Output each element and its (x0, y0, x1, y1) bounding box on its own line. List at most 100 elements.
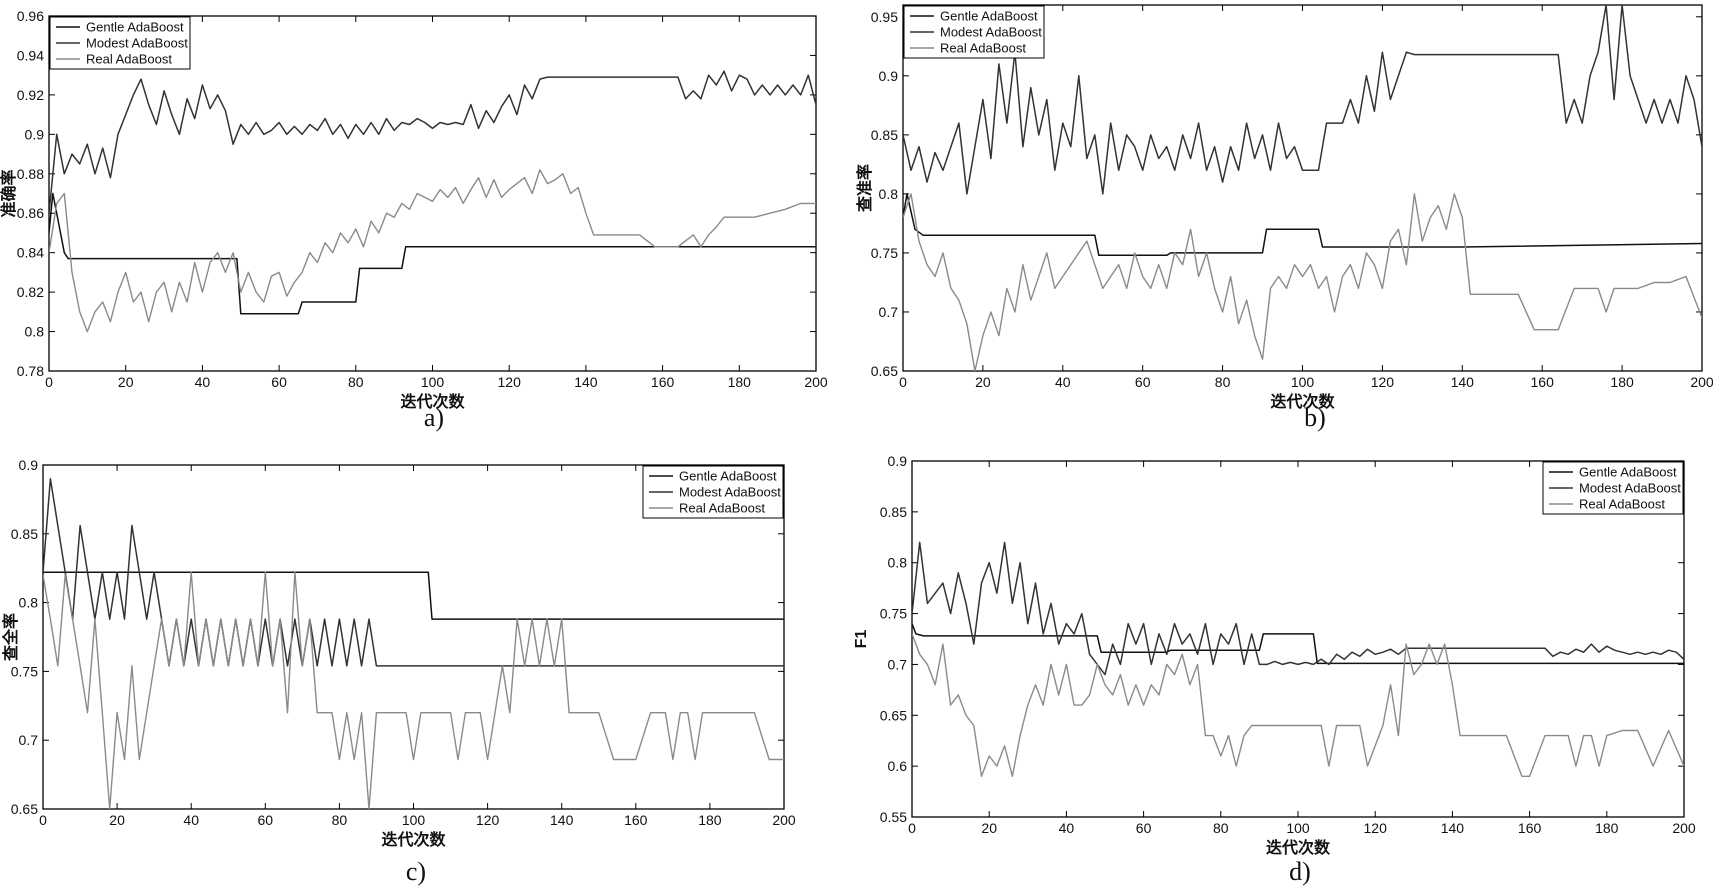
x-tick-label: 0 (45, 374, 53, 390)
legend-entry: Gentle AdaBoost (679, 469, 777, 484)
x-tick-label: 40 (195, 374, 211, 390)
x-tick-label: 160 (1531, 374, 1555, 390)
series-line-real (903, 193, 1702, 371)
y-axis-label: 准确率 (0, 169, 18, 217)
x-tick-label: 60 (1136, 820, 1152, 836)
y-tick-label: 0.65 (871, 363, 898, 379)
x-tick-label: 180 (1595, 820, 1619, 836)
x-axis-label: 迭代次数 (1266, 838, 1331, 857)
y-tick-label: 0.8 (19, 595, 39, 611)
y-tick-label: 0.78 (17, 363, 44, 379)
series-line-real (49, 169, 816, 333)
x-tick-label: 80 (1215, 374, 1231, 390)
series-line-modest (49, 70, 816, 214)
x-tick-label: 120 (1364, 820, 1388, 836)
y-tick-label: 0.65 (11, 801, 38, 817)
y-tick-label: 0.84 (17, 245, 44, 261)
series-line-gentle (912, 623, 1684, 665)
x-tick-label: 80 (1213, 820, 1229, 836)
panel-caption: a) (424, 403, 444, 432)
legend-entry: Real AdaBoost (86, 52, 172, 67)
legend-entry: Modest AdaBoost (679, 485, 781, 500)
x-tick-label: 140 (574, 374, 598, 390)
x-tick-label: 20 (975, 374, 991, 390)
y-tick-label: 0.92 (17, 87, 44, 103)
chart-b: 0 20 40 60 80 100 120 140 160 180 200 0.65 0.7 0.75 0.… (855, 4, 1713, 432)
y-tick-label: 0.94 (17, 47, 44, 63)
x-axis-label: 迭代次数 (381, 830, 446, 849)
legend-entry: Modest AdaBoost (940, 25, 1042, 40)
y-tick-label: 0.96 (17, 8, 44, 24)
x-tick-label: 100 (402, 812, 426, 828)
legend-entry: Real AdaBoost (1579, 497, 1665, 512)
series-line-modest (912, 541, 1684, 676)
y-axis-label: 查准率 (855, 164, 874, 212)
y-tick-label: 0.85 (880, 504, 907, 520)
legend-entry: Modest AdaBoost (1579, 481, 1681, 496)
chart-a: 0 20 40 60 80 100 120 140 160 180 200 0.78 0.8 0.82 0.… (0, 8, 828, 432)
legend-box (642, 465, 784, 519)
x-tick-label: 100 (1286, 820, 1310, 836)
x-tick-label: 0 (899, 374, 907, 390)
y-axis-label: F1 (853, 630, 870, 649)
x-tick-label: 120 (476, 812, 500, 828)
x-tick-label: 200 (1690, 374, 1713, 390)
chart-c: 0 20 40 60 80 100 120 140 160 180 200 0.65 0.7 0.75 0.… (1, 457, 796, 886)
y-tick-label: 0.6 (888, 758, 908, 774)
series-line-modest (903, 5, 1702, 195)
x-tick-label: 20 (118, 374, 134, 390)
y-tick-label: 0.85 (871, 127, 898, 143)
legend-entry: Gentle AdaBoost (1579, 465, 1677, 480)
x-tick-label: 160 (651, 374, 675, 390)
panel-caption: c) (406, 857, 426, 886)
x-tick-label: 40 (183, 812, 199, 828)
x-tick-label: 140 (550, 812, 574, 828)
x-tick-label: 0 (908, 820, 916, 836)
y-tick-label: 0.85 (11, 526, 38, 542)
y-tick-label: 0.9 (25, 126, 45, 142)
x-axis-label: 迭代次数 (1270, 392, 1335, 411)
x-tick-label: 200 (804, 374, 828, 390)
x-tick-label: 200 (772, 812, 796, 828)
y-tick-label: 0.8 (25, 324, 45, 340)
y-tick-label: 0.8 (879, 186, 899, 202)
x-tick-label: 180 (1610, 374, 1634, 390)
x-tick-label: 200 (1672, 820, 1696, 836)
x-tick-label: 80 (348, 374, 364, 390)
x-tick-label: 100 (421, 374, 445, 390)
y-tick-label: 0.7 (888, 656, 908, 672)
y-tick-label: 0.88 (17, 166, 44, 182)
x-tick-label: 60 (1135, 374, 1151, 390)
series-line-gentle (49, 192, 816, 315)
legend-entry: Gentle AdaBoost (86, 20, 184, 35)
x-tick-label: 20 (981, 820, 997, 836)
y-tick-label: 0.7 (19, 732, 39, 748)
series-line-real (43, 571, 784, 809)
x-tick-label: 60 (271, 374, 287, 390)
plot-frame (902, 4, 1703, 372)
x-tick-label: 60 (258, 812, 274, 828)
x-tick-label: 120 (498, 374, 522, 390)
x-tick-label: 20 (109, 812, 125, 828)
x-tick-label: 160 (624, 812, 648, 828)
x-tick-label: 120 (1371, 374, 1395, 390)
y-tick-label: 0.82 (17, 284, 44, 300)
y-tick-label: 0.75 (871, 245, 898, 261)
x-tick-label: 40 (1055, 374, 1071, 390)
legend-entry: Real AdaBoost (940, 41, 1026, 56)
series-line-gentle (43, 571, 784, 620)
y-tick-label: 0.86 (17, 205, 44, 221)
x-tick-label: 160 (1518, 820, 1542, 836)
y-tick-label: 0.8 (888, 555, 908, 571)
panel-caption: b) (1304, 403, 1326, 432)
y-tick-label: 0.9 (888, 453, 908, 469)
legend-entry: Modest AdaBoost (86, 36, 188, 51)
y-tick-label: 0.75 (880, 606, 907, 622)
chart-d: 0 20 40 60 80 100 120 140 160 180 200 0.55 0.6 0.65 0.… (853, 453, 1696, 886)
y-tick-label: 0.75 (11, 663, 38, 679)
x-tick-label: 140 (1451, 374, 1475, 390)
x-tick-label: 180 (728, 374, 752, 390)
panel-caption: d) (1289, 857, 1311, 886)
y-axis-label: 查全率 (1, 613, 20, 661)
